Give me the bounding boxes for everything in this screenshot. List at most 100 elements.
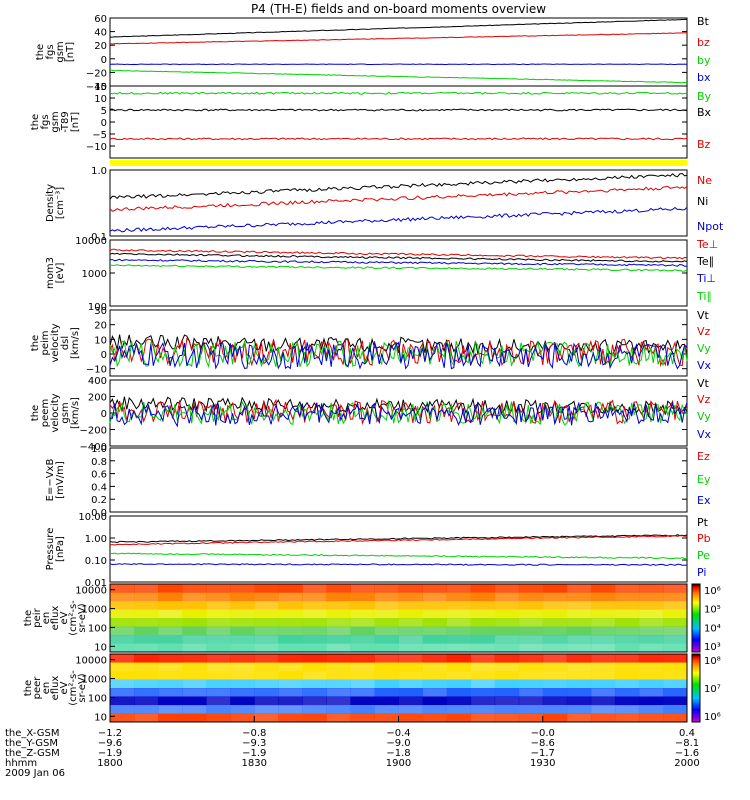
spec-cell xyxy=(398,688,424,697)
ylabel-line: (cm²-s- xyxy=(68,670,79,706)
spec-cell xyxy=(518,609,544,619)
spec-cell xyxy=(230,609,255,619)
spec-cell xyxy=(278,626,303,636)
series-by xyxy=(109,69,688,84)
spec-cell xyxy=(470,626,496,636)
spec-cell xyxy=(614,635,640,644)
spec-cell xyxy=(134,696,159,706)
spec-cell xyxy=(350,601,375,610)
series-Vx xyxy=(109,401,688,428)
spec-cell xyxy=(230,654,255,663)
spec-cell xyxy=(326,662,351,672)
spec-cell xyxy=(254,643,279,653)
series-bz xyxy=(109,32,688,45)
xaxis-value: 1830 xyxy=(242,758,267,769)
spec-cell xyxy=(446,643,472,653)
spec-cell xyxy=(614,643,640,653)
ylabel-line: (cm²-s- xyxy=(68,600,79,636)
spec-cell xyxy=(590,654,616,663)
legend-Npot: Npot xyxy=(697,220,724,233)
spec-cell xyxy=(494,609,520,619)
ytick-label: −10 xyxy=(86,142,107,153)
spec-cell xyxy=(446,618,472,627)
ylabel-line: [km/s] xyxy=(70,327,81,359)
spec-cell xyxy=(638,671,664,680)
spec-cell xyxy=(110,662,135,672)
ylabel-line: the xyxy=(30,114,41,130)
legend-by: by xyxy=(697,54,711,67)
spec-cell xyxy=(638,584,664,593)
legend-Bz: Bz xyxy=(697,138,711,151)
xaxis-row-label: hhmm xyxy=(5,758,37,769)
spec-cell xyxy=(566,601,592,610)
spec-cell xyxy=(134,618,159,627)
panel-5: 400 200 0 −200 −400 the peem velocity gsm [km/s] V… xyxy=(30,376,712,453)
ylabel-line: gsm xyxy=(55,41,66,62)
spec-cell xyxy=(446,609,472,619)
spec-cell xyxy=(542,643,568,653)
spec-cell xyxy=(134,688,159,697)
spec-cell xyxy=(302,635,327,644)
spec-cell xyxy=(278,601,303,610)
spec-cell xyxy=(158,601,183,610)
spec-cell xyxy=(470,654,496,663)
spec-cell xyxy=(158,609,183,619)
colorbar-label: 10⁶ xyxy=(704,586,721,597)
spec-cell xyxy=(374,635,399,644)
spec-cell xyxy=(494,584,520,593)
spec-cell xyxy=(254,609,279,619)
spec-cell xyxy=(662,671,688,680)
spec-cell xyxy=(206,643,231,653)
spec-frame xyxy=(109,583,688,653)
spec-cell xyxy=(446,679,472,689)
spec-cell xyxy=(566,713,592,723)
spec-cell xyxy=(422,679,448,689)
spec-cell xyxy=(350,688,375,697)
colorbar xyxy=(691,653,701,723)
spec-cell xyxy=(566,671,592,680)
spec-cell xyxy=(374,609,399,619)
spec-cell xyxy=(518,601,544,610)
ylabel-line: -T89 xyxy=(60,111,71,133)
spec-cell xyxy=(206,671,231,680)
spec-cell xyxy=(278,584,303,593)
legend-Vx: Vx xyxy=(697,428,712,441)
spec-cell xyxy=(374,671,399,680)
spec-cell xyxy=(542,662,568,672)
spec-cell xyxy=(590,609,616,619)
ytick-label: 0 xyxy=(101,118,107,129)
spec-cell xyxy=(590,584,616,593)
spec-cell xyxy=(158,626,183,636)
spec-cell xyxy=(590,679,616,689)
xaxis-value: −9.3 xyxy=(242,738,266,749)
panel-3: 10000 1000 100 mom3 [eV] Te⊥ Te∥ Ti⊥ Ti∥ xyxy=(45,236,718,313)
xaxis-value: −0.4 xyxy=(386,728,410,739)
colorbar-label: 10⁶ xyxy=(704,712,721,723)
spec-cell xyxy=(638,618,664,627)
spec-cell xyxy=(206,713,231,723)
spec-cell xyxy=(302,601,327,610)
spec-cell xyxy=(662,626,688,636)
spec-cell xyxy=(302,679,327,689)
panel-frame xyxy=(109,515,688,583)
spec-cell xyxy=(254,592,279,602)
spec-cell xyxy=(374,592,399,602)
spec-cell xyxy=(254,671,279,680)
spec-cell xyxy=(182,688,207,697)
spec-cell xyxy=(470,635,496,644)
ytick-label: 1000 xyxy=(82,605,107,616)
spec-cell xyxy=(446,584,472,593)
series-Vz xyxy=(109,398,688,426)
spec-cell xyxy=(350,643,375,653)
legend-Ni: Ni xyxy=(697,195,708,208)
spec-cell xyxy=(350,671,375,680)
spec-cell xyxy=(134,713,159,723)
series-Bz xyxy=(109,137,688,141)
spec-cell xyxy=(590,688,616,697)
spec-cell xyxy=(494,635,520,644)
spec-cell xyxy=(326,584,351,593)
spec-cell xyxy=(494,671,520,680)
spec-cell xyxy=(254,696,279,706)
